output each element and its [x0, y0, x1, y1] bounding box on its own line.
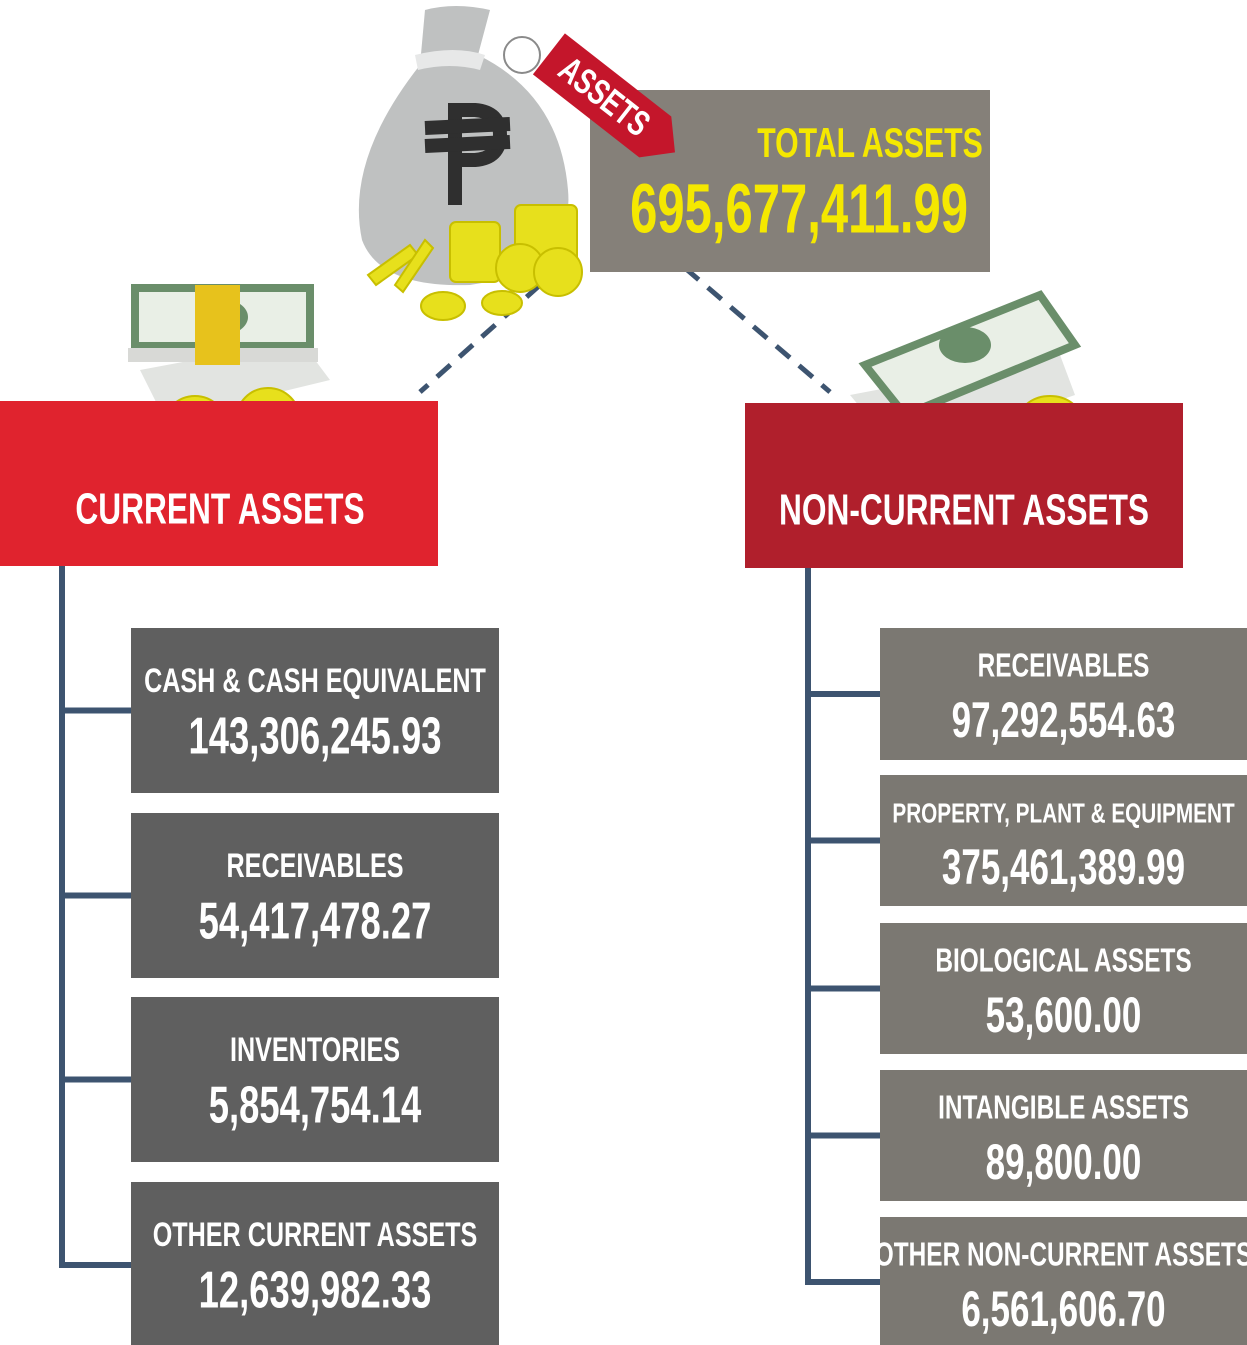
infographic: TOTAL ASSETS 695,677,411.99 ASSETS — [0, 0, 1247, 1345]
item-value: 143,306,245.93 — [189, 706, 442, 765]
item-value: 54,417,478.27 — [199, 891, 432, 950]
item-label: OTHER NON-CURRENT ASSETS — [875, 1237, 1247, 1273]
item-label: RECEIVABLES — [978, 648, 1150, 684]
item-label: PROPERTY, PLANT & EQUIPMENT — [892, 799, 1234, 830]
total-label: TOTAL ASSETS — [757, 119, 983, 166]
total-value: 695,677,411.99 — [630, 169, 968, 248]
item-label: CASH & CASH EQUIVALENT — [144, 662, 486, 700]
current-header-box — [0, 401, 438, 566]
item-value: 375,461,389.99 — [942, 840, 1185, 896]
item-label: BIOLOGICAL ASSETS — [935, 943, 1191, 979]
noncurrent-title: NON-CURRENT ASSETS — [779, 486, 1149, 535]
item-label: INVENTORIES — [230, 1031, 400, 1069]
item-value: 12,639,982.33 — [199, 1260, 432, 1319]
item-value: 97,292,554.63 — [952, 693, 1176, 749]
item-label: OTHER CURRENT ASSETS — [153, 1216, 478, 1254]
item-value: 5,854,754.14 — [209, 1075, 422, 1134]
item-label: RECEIVABLES — [227, 847, 404, 885]
current-title: CURRENT ASSETS — [75, 485, 364, 534]
item-value: 6,561,606.70 — [961, 1282, 1165, 1338]
item-label: INTANGIBLE ASSETS — [938, 1090, 1189, 1126]
page: TOTAL ASSETS 695,677,411.99 ASSETS — [0, 0, 1247, 1345]
item-value: 53,600.00 — [986, 988, 1142, 1044]
connector-lines — [420, 268, 830, 392]
item-value: 89,800.00 — [986, 1135, 1142, 1191]
